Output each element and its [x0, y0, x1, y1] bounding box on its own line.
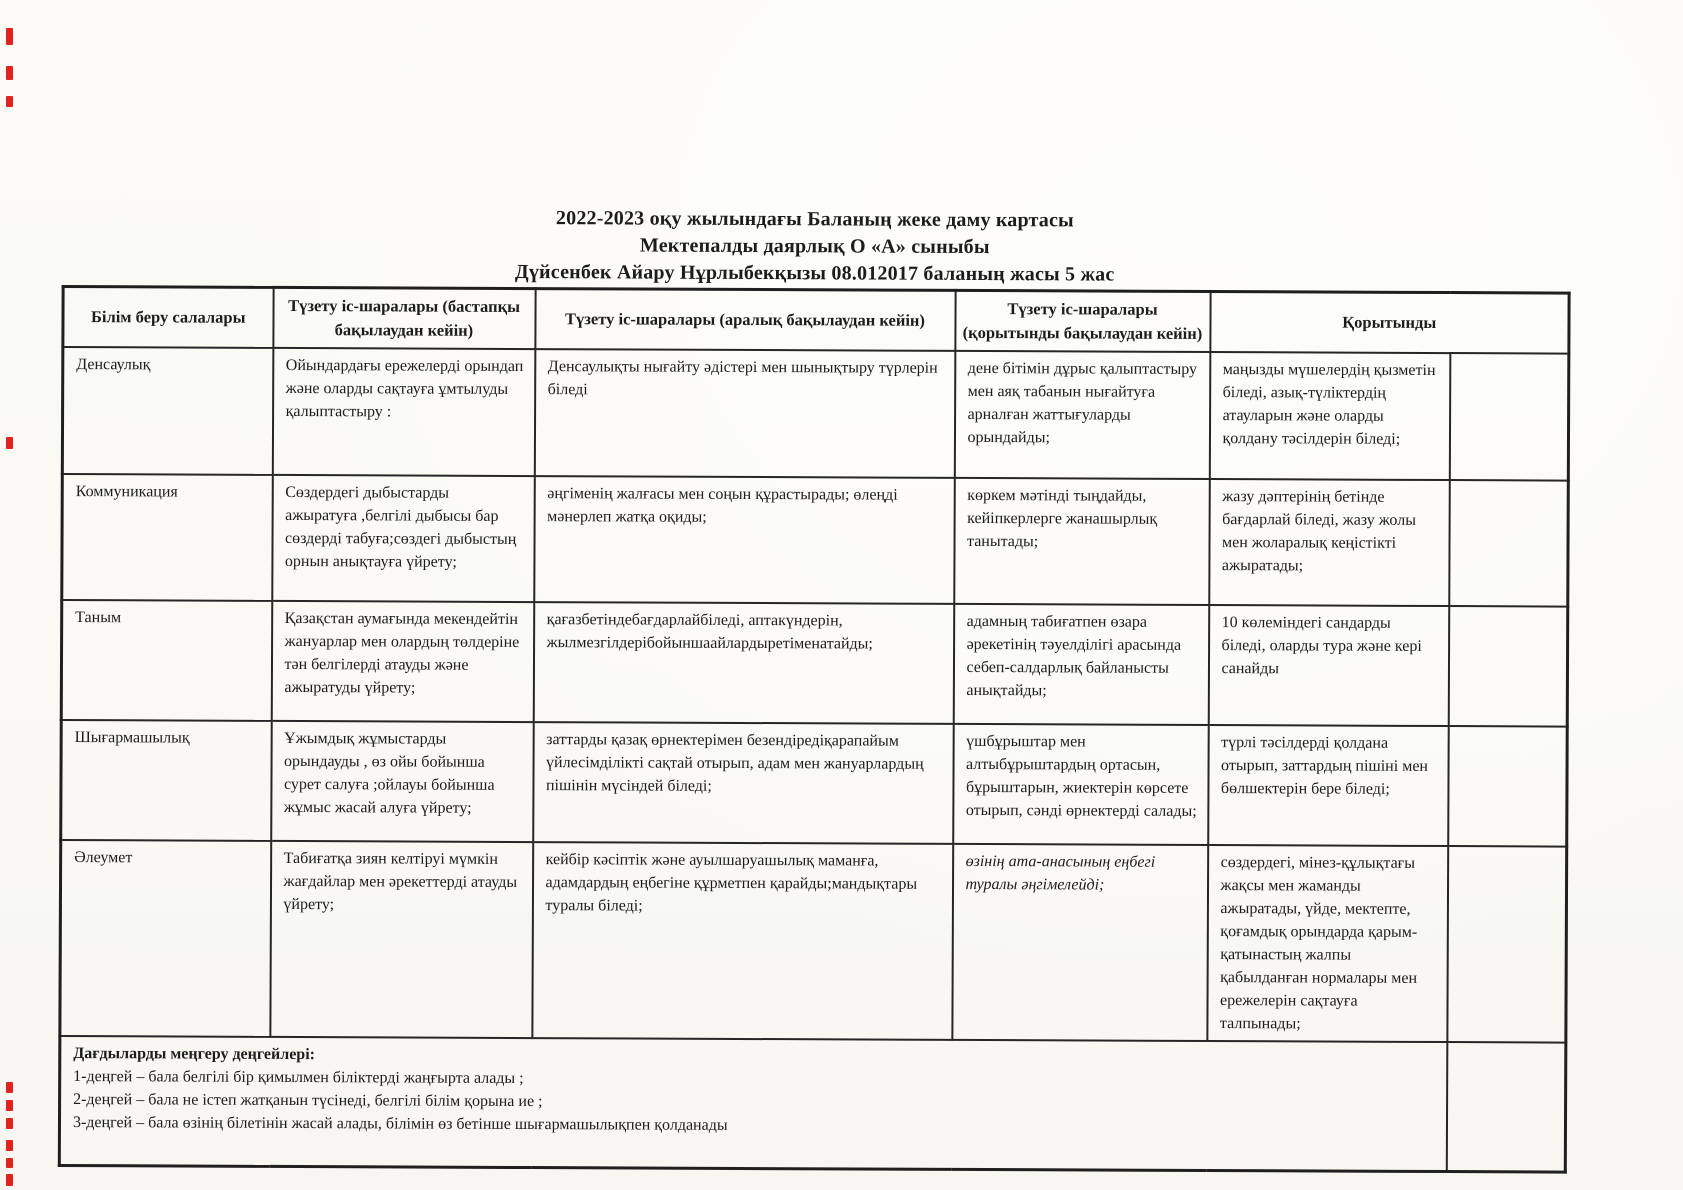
cell-interim: әңгіменің жалғасы мен соңын құрастырады;… — [533, 475, 955, 604]
table-row-kommunikacia: Коммуникация Сөздердегі дыбыстарды ажыра… — [61, 473, 1569, 607]
cell-interim: қағазбетіндебағдарлайбіледі, аптакүндері… — [533, 601, 954, 724]
legend-level-3: 3-деңгей – бала өзінің білетінін жасай а… — [72, 1113, 728, 1134]
red-scan-mark — [6, 1158, 13, 1168]
table-header-row: Білім беру салалары Түзету іс-шаралары (… — [62, 286, 1570, 354]
cell-final: көркем мәтінді тыңдайды, кейіпкерлерге ж… — [953, 477, 1210, 605]
red-scan-mark — [6, 1140, 13, 1151]
cell-result: сөздердегі, мінез-құлықтағы жақсы мен жа… — [1206, 844, 1448, 1042]
development-card-table: Білім беру салалары Түзету іс-шаралары (… — [57, 284, 1571, 1174]
cell-final: адамның табиғатпен өзара әрекетінің тәуе… — [953, 603, 1209, 725]
red-scan-mark — [6, 1100, 13, 1111]
empty-cell — [1448, 479, 1569, 607]
red-scan-mark — [6, 1082, 13, 1093]
header-education-areas: Білім беру салалары — [62, 286, 274, 348]
header-interim-measures: Түзету іс-шаралары (аралық бақылаудан ке… — [534, 288, 956, 351]
empty-cell — [1446, 845, 1567, 1043]
table-row-aleumet: Әлеумет Табиғатқа зиян келтіруі мүмкін ж… — [59, 839, 1567, 1043]
cell-initial: Сөздердегі дыбыстарды ажыратуға ,белгілі… — [271, 474, 535, 602]
area-label: Шығармашылық — [60, 719, 272, 841]
legend-row: Дағдыларды меңгеру деңгейлері: 1-деңгей … — [59, 1035, 1566, 1173]
cell-final: дене бітімін дұрыс қалыптастыру мен аяқ … — [954, 350, 1210, 479]
red-scan-mark — [6, 66, 13, 80]
cell-interim: заттарды қазақ өрнектерімен безендіредіқ… — [532, 721, 954, 844]
red-scan-mark — [6, 28, 13, 45]
skills-legend: Дағдыларды меңгеру деңгейлері: 1-деңгей … — [59, 1035, 1447, 1172]
cell-initial: Ұжымдық жұмыстарды орындауды , өз ойы бо… — [270, 720, 534, 842]
document-sheet: 2022-2023 оқу жылындағы Баланың жеке дам… — [57, 203, 1571, 1174]
cell-result: жазу дәптерінің бетінде бағдарлай біледі… — [1208, 478, 1450, 606]
red-scan-mark — [6, 437, 13, 449]
cell-final: үшбұрыштар мен алтыбұрыштардың ортасын, … — [952, 723, 1209, 845]
cell-interim: кейбір кәсіптік және ауылшаруашылық мама… — [531, 841, 953, 1040]
document-title-block: 2022-2023 оқу жылындағы Баланың жеке дам… — [62, 203, 1568, 291]
empty-cell — [1449, 352, 1569, 481]
table-row-shygarmashylyq: Шығармашылық Ұжымдық жұмыстарды орындауд… — [60, 719, 1568, 847]
cell-result: маңызды мүшелердің қызметін біледі, азық… — [1209, 351, 1450, 480]
area-label: Таным — [61, 599, 272, 721]
area-label: Денсаулық — [62, 346, 273, 475]
header-initial-measures: Түзету іс-шаралары (бастапқы бақылаудан … — [272, 287, 536, 349]
cell-initial: Табиғатқа зиян келтіруі мүмкін жағдайлар… — [269, 840, 533, 1038]
red-scan-mark — [6, 1118, 13, 1129]
cell-interim: Денсаулықты нығайту әдістері мен шынықты… — [534, 348, 955, 478]
red-scan-mark — [6, 1174, 13, 1186]
table-row-tanym: Таным Қазақстан аумағында мекендейтін жа… — [61, 599, 1568, 727]
header-conclusion: Қорытынды — [1209, 291, 1570, 354]
empty-cell — [1448, 605, 1568, 727]
cell-result: 10 көлеміндегі сандарды біледі, оларды т… — [1208, 604, 1449, 726]
table-row-densaulyq: Денсаулық Ойындардағы ережелерді орындап… — [62, 346, 1569, 481]
empty-cell — [1446, 1041, 1566, 1173]
header-final-measures: Түзету іс-шаралары (қорытынды бақылаудан… — [954, 290, 1211, 352]
area-label: Коммуникация — [61, 473, 273, 601]
cell-final: өзінің ата-анасының еңбегі туралы әңгіме… — [951, 843, 1208, 1041]
area-label: Әлеумет — [59, 839, 271, 1037]
cell-result: түрлі тәсілдерді қолдана отырып, заттард… — [1207, 724, 1449, 846]
empty-cell — [1447, 725, 1568, 847]
cell-initial: Қазақстан аумағында мекендейтін жануарла… — [271, 600, 534, 722]
cell-initial: Ойындардағы ережелерді орындап және олар… — [272, 347, 535, 476]
red-scan-mark — [6, 96, 13, 107]
